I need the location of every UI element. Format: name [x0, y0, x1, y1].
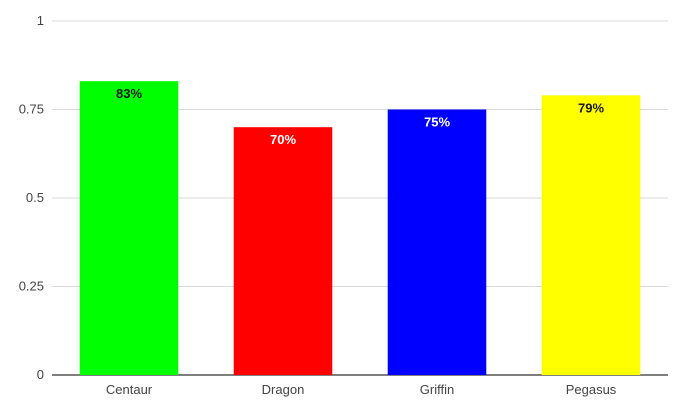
data-labels: 83% 70% 75% 79% [116, 86, 604, 147]
x-tick-label-centaur: Centaur [106, 382, 153, 397]
bars [79, 81, 641, 376]
bar-pegasus [541, 95, 641, 375]
y-tick-label: 1 [37, 13, 44, 28]
x-axis-ticks: Centaur Dragon Griffin Pegasus [106, 382, 617, 397]
bar-dragon [233, 127, 333, 375]
data-label-centaur: 83% [116, 86, 142, 101]
y-tick-label: 0.5 [26, 190, 44, 205]
y-tick-label: 0.75 [19, 102, 44, 117]
y-tick-label: 0 [37, 367, 44, 382]
y-axis-ticks: 0 0.25 0.5 0.75 1 [19, 13, 44, 382]
x-tick-label-dragon: Dragon [262, 382, 305, 397]
data-label-griffin: 75% [424, 115, 450, 130]
bar-centaur [79, 81, 179, 376]
x-tick-label-pegasus: Pegasus [566, 382, 617, 397]
data-label-pegasus: 79% [578, 100, 604, 115]
x-tick-label-griffin: Griffin [420, 382, 454, 397]
data-label-dragon: 70% [270, 132, 296, 147]
bar-griffin [387, 109, 487, 375]
y-tick-label: 0.25 [19, 279, 44, 294]
